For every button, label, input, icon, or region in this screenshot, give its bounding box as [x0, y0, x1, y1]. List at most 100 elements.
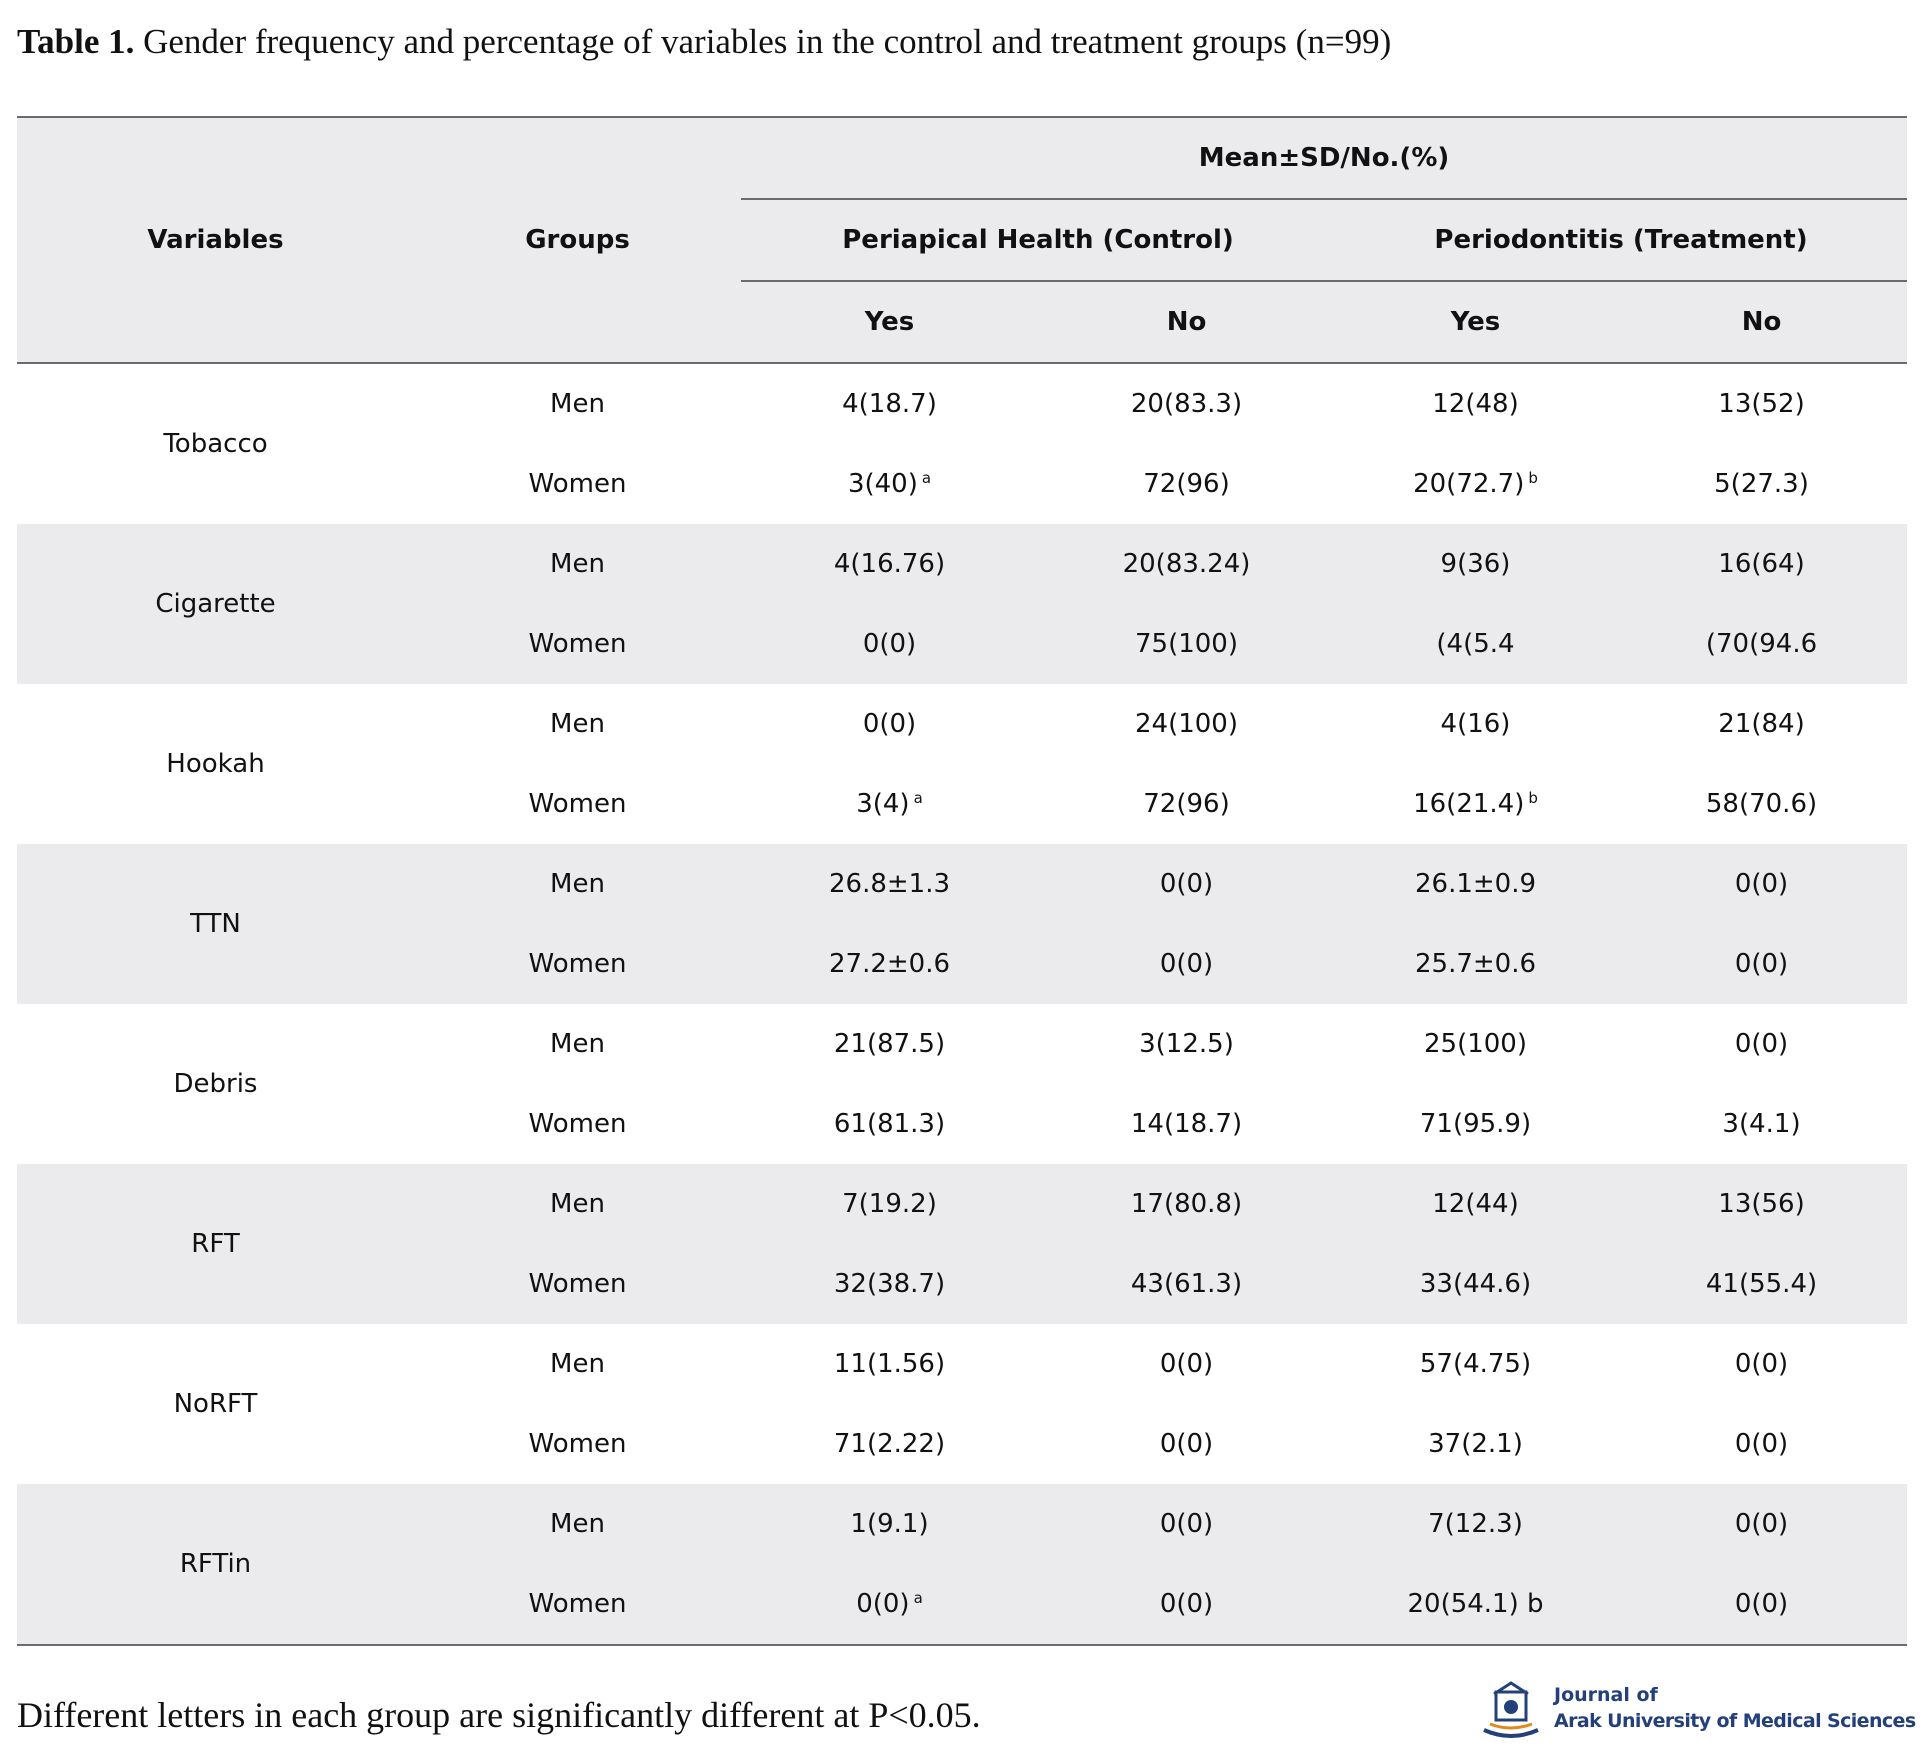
- value-cell: 7(19.2): [741, 1164, 1038, 1244]
- value-cell: 43(61.3): [1038, 1244, 1335, 1324]
- journal-logo: Journal of Arak University of Medical Sc…: [1476, 1680, 1916, 1742]
- group-cell: Women: [414, 1244, 741, 1324]
- value-cell: 21(87.5): [833, 1029, 946, 1059]
- value-cell: 0(0): [1616, 1484, 1908, 1564]
- value-cell: 26.1±0.9: [1335, 844, 1616, 924]
- value-cell: 24(100): [1135, 709, 1238, 739]
- logo-line: Arak University of Medical Sciences: [1554, 1710, 1916, 1732]
- table-row: Women 61(81.3) 14(18.7) 71(95.9) 3(4.1): [17, 1084, 1907, 1164]
- value-cell: 72(96): [1143, 789, 1230, 819]
- table-row: Women 0(0) a 0(0) 20(54.1) b 0(0): [17, 1564, 1908, 1645]
- value-cell: 0(0): [1038, 1564, 1335, 1645]
- value-cell: (4(5.4: [1335, 604, 1616, 684]
- group-cell: Men: [550, 1029, 605, 1059]
- value-cell: 3(12.5): [1139, 1029, 1234, 1059]
- value-cell: 71(2.22): [833, 1429, 946, 1459]
- cell-value: 20(72.7): [1413, 469, 1525, 499]
- value-cell: 26.8±1.3: [741, 844, 1038, 924]
- value-cell: 37(2.1): [1428, 1429, 1523, 1459]
- value-cell: 0(0): [1734, 1429, 1789, 1459]
- value-cell: 7(12.3): [1335, 1484, 1616, 1564]
- table-row: Women 3(40) a 72(96) 20(72.7) b 5(27.3): [17, 444, 1907, 524]
- value-cell: 0(0): [1038, 844, 1335, 924]
- group-cell: Men: [550, 709, 605, 739]
- value-cell: 0(0): [1159, 1429, 1214, 1459]
- cell-value: 16(21.4): [1413, 789, 1525, 819]
- subheader-cell: Yes: [1335, 281, 1616, 364]
- header-cell: Variables: [17, 117, 414, 364]
- group-cell: Women: [528, 789, 627, 819]
- table-row: Tobacco Men 4(18.7) 20(83.3) 12(48) 13(52): [17, 363, 1907, 459]
- header-cell: Periapical Health (Control): [741, 199, 1335, 282]
- group-cell: Men: [414, 1484, 741, 1564]
- value-cell: 27.2±0.6: [741, 924, 1038, 1004]
- group-cell: Men: [550, 389, 605, 419]
- value-cell: 11(1.56): [833, 1349, 946, 1379]
- value-cell: 0(0): [1734, 1029, 1789, 1059]
- cell-value: 3(40): [847, 469, 918, 499]
- significance-letter: a: [913, 789, 923, 807]
- value-cell: 20(83.3): [1130, 389, 1243, 419]
- value-cell: 0(0): [1734, 1349, 1789, 1379]
- significance-letter: b: [1528, 469, 1538, 487]
- group-cell: Men: [414, 1164, 741, 1244]
- value-cell: 1(9.1): [741, 1484, 1038, 1564]
- value-cell: 0(0): [741, 604, 1038, 684]
- variable-cell: Hookah: [166, 749, 265, 779]
- header-cell: Mean±SD/No.(%): [741, 117, 1908, 200]
- value-cell: 61(81.3): [833, 1109, 946, 1139]
- group-cell: Men: [414, 524, 741, 604]
- value-cell: 71(95.9): [1419, 1109, 1532, 1139]
- value-cell: 12(48): [1432, 389, 1519, 419]
- value-cell: 3(4.1): [1722, 1109, 1801, 1139]
- value-cell: 25.7±0.6: [1335, 924, 1616, 1004]
- significance-letter: a: [921, 469, 932, 487]
- value-cell: 21(84): [1718, 709, 1805, 739]
- value-cell: 5(27.3): [1714, 469, 1809, 499]
- table-row: TTN Men 26.8±1.3 0(0) 26.1±0.9 0(0): [17, 844, 1908, 1004]
- table-row: NoRFT Men 11(1.56) 0(0) 57(4.75) 0(0): [17, 1324, 1907, 1419]
- group-cell: Women: [414, 1564, 741, 1645]
- value-cell: 0(0) a: [741, 1564, 1038, 1645]
- header-cell: Groups: [414, 117, 741, 364]
- value-cell: 0(0): [862, 709, 917, 739]
- subheader-cell: No: [1038, 281, 1335, 364]
- variable-cell: Tobacco: [163, 429, 268, 459]
- value-cell: 58(70.6): [1705, 789, 1818, 819]
- value-cell: 57(4.75): [1419, 1349, 1532, 1379]
- logo-icon: [1483, 1681, 1539, 1738]
- value-cell: 14(18.7): [1130, 1109, 1243, 1139]
- value-cell: 4(18.7): [842, 389, 937, 419]
- variable-cell: Debris: [173, 1069, 258, 1099]
- table-row: Hookah Men 0(0) 24(100) 4(16) 21(84): [17, 684, 1907, 779]
- value-cell: 20(72.7) b: [1335, 444, 1616, 524]
- value-cell: 3(4) a: [741, 764, 1038, 844]
- value-cell: 75(100): [1038, 604, 1335, 684]
- group-cell: Men: [550, 1349, 605, 1379]
- logo-line: Journal of: [1554, 1684, 1658, 1706]
- value-cell: 16(64): [1616, 524, 1908, 604]
- table-row: Women 32(38.7) 43(61.3) 33(44.6) 41(55.4): [17, 1244, 1908, 1324]
- value-cell: 33(44.6): [1335, 1244, 1616, 1324]
- value-cell: 4(16): [1440, 709, 1511, 739]
- group-cell: Women: [528, 1109, 627, 1139]
- value-cell: 72(96): [1143, 469, 1230, 499]
- group-cell: Men: [414, 844, 741, 924]
- value-cell: 25(100): [1424, 1029, 1527, 1059]
- table-row: Women 71(2.22) 0(0) 37(2.1) 0(0): [17, 1404, 1907, 1484]
- table-row: RFT Men 7(19.2) 17(80.8) 12(44) 13(56): [17, 1164, 1908, 1324]
- caption-label: Table 1.: [17, 22, 135, 61]
- header-cell: Periodontitis (Treatment): [1335, 199, 1908, 282]
- subheader-cell: Yes: [741, 281, 1038, 364]
- group-cell: Women: [414, 924, 741, 1004]
- subheader-cell: No: [1616, 281, 1908, 364]
- value-cell: 0(0): [1616, 844, 1908, 924]
- caption: Table 1. Gender frequency and percentage…: [17, 22, 1391, 62]
- data-table: Variables Groups Mean±SD/No.(%) Periapic…: [17, 116, 1908, 1646]
- value-cell: 41(55.4): [1616, 1244, 1908, 1324]
- table-row: Women 27.2±0.6 0(0) 25.7±0.6 0(0): [17, 924, 1908, 1004]
- cell-value: 0(0): [856, 1589, 910, 1619]
- value-cell: 16(21.4) b: [1335, 764, 1616, 844]
- cell-value: 3(4): [856, 789, 910, 819]
